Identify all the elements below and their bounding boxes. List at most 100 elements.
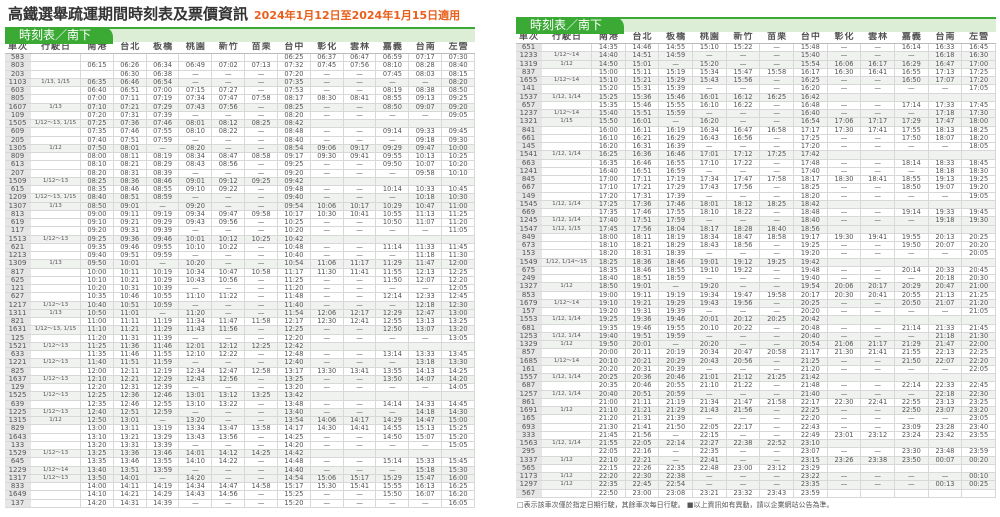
- service-days: [542, 308, 592, 316]
- departure-time: 09:19: [147, 210, 180, 218]
- table-row: 651 14:35 14:46 14:55 15:10 15:22—15:48— —16:1…: [516, 43, 996, 53]
- train-number: 1245: [516, 216, 542, 225]
- departure-time: [962, 374, 996, 382]
- departure-time: 16:34: [693, 126, 727, 134]
- departure-time: [962, 151, 996, 159]
- departure-time: 18:30: [828, 175, 862, 184]
- departure-time: 09:36: [113, 235, 147, 243]
- train-number: 825: [5, 367, 31, 375]
- table-row: 1305 1/12 07:50 08:01—08:20— —08:54 09:06 09:1…: [5, 144, 475, 153]
- departure-time: —: [760, 76, 794, 85]
- departure-time: 08:55: [147, 185, 180, 194]
- departure-time: 08:38: [409, 86, 443, 95]
- table-row: 153 18:20 18:31 18:39— — —19:20— — — —20:05: [516, 249, 996, 259]
- departure-time: —: [760, 183, 794, 192]
- service-days: 1/12～13: [31, 342, 81, 350]
- departure-time: 10:43: [179, 276, 213, 284]
- departure-time: —: [179, 193, 213, 202]
- table-row: 603 06:40 06:51 07:00 07:15 07:27—07:53— —08:1…: [5, 86, 475, 96]
- departure-time: 11:48: [278, 292, 311, 301]
- departure-time: —: [726, 332, 761, 340]
- departure-time: —: [693, 249, 727, 258]
- departure-time: 15:51: [625, 109, 660, 118]
- table-row: 1233 1/12～14 14:40 14:51 14:59— — —15:40— — —16:…: [516, 51, 996, 61]
- departure-time: —: [311, 433, 344, 441]
- departure-time: 21:55: [895, 348, 929, 357]
- departure-time: 12:12: [212, 342, 246, 350]
- departure-time: [928, 151, 963, 159]
- departure-time: 17:13: [929, 68, 963, 76]
- departure-time: 14:17: [343, 416, 377, 425]
- departure-time: 18:31: [626, 249, 660, 258]
- departure-time: —: [693, 142, 727, 151]
- departure-time: —: [760, 357, 794, 365]
- table-row: 681 19:35 19:46 19:55 20:10 20:22—20:48— —21:1…: [516, 324, 996, 333]
- departure-time: 10:00: [442, 144, 475, 152]
- departure-time: 11:18: [409, 251, 443, 260]
- departure-time: —: [409, 111, 443, 119]
- departure-time: —: [344, 433, 377, 441]
- service-days: [542, 489, 592, 497]
- table-row: 803 06:15 06:26 06:34 06:49 07:02 07:13 07:32 07…: [5, 61, 475, 71]
- departure-time: —: [895, 390, 929, 398]
- table-row: 121 10:20 10:31 10:39— — —11:20— — — —12:05: [5, 284, 475, 294]
- departure-time: 21:17: [794, 348, 828, 357]
- departure-time: 22:14: [895, 381, 929, 390]
- departure-time: 15:20: [592, 84, 626, 93]
- departure-time: 20:07: [929, 241, 963, 250]
- departure-time: —: [212, 441, 246, 449]
- departure-time: 13:40: [277, 408, 311, 416]
- departure-time: 14:13: [409, 367, 443, 375]
- departure-time: 20:06: [827, 282, 862, 291]
- departure-time: 08:25: [245, 119, 278, 128]
- table-row: 1329 1/12 19:50 20:01—20:20— —20:54 21:06 21:1…: [516, 340, 996, 350]
- departure-time: 11:00: [81, 317, 114, 326]
- departure-time: 16:17: [861, 60, 895, 68]
- train-number: 803: [5, 61, 31, 70]
- departure-time: 12:48: [278, 350, 311, 359]
- departure-time: —: [146, 202, 180, 210]
- departure-time: —: [311, 251, 344, 260]
- train-number: 203: [5, 70, 31, 78]
- departure-time: 17:12: [726, 150, 761, 159]
- table-row: 829 13:00 13:11 13:19 13:34 13:47 13:58 14:17 14…: [5, 424, 475, 434]
- service-days: [31, 111, 81, 119]
- departure-time: 16:39: [659, 142, 693, 151]
- departure-time: 11:36: [113, 342, 147, 350]
- departure-time: 09:40: [277, 193, 311, 202]
- departure-time: 14:10: [81, 490, 114, 499]
- table-row: 693 21:30 21:41 21:50 22:05 22:17—22:43— —23:0…: [516, 423, 996, 432]
- departure-time: 18:20: [592, 249, 626, 258]
- departure-time: 10:55: [147, 292, 180, 301]
- departure-time: 20:05: [962, 249, 996, 258]
- departure-time: —: [828, 134, 862, 142]
- timetable: 車次 行駛日 南港 台北 板橋 桃園 新竹 苗栗 台中 彰化 雲林 嘉義 台南 左營 583 06:25 06:…: [5, 42, 475, 508]
- departure-time: 19:25: [592, 315, 626, 324]
- departure-time: 09:46: [146, 235, 180, 243]
- departure-time: 15:25: [592, 93, 626, 101]
- departure-time: 15:31: [626, 84, 660, 93]
- table-row: 1563 1/12, 1/14 21:55 22:05 22:14 22:27 22:38 2…: [516, 439, 996, 449]
- departure-time: —: [861, 390, 895, 398]
- departure-time: —: [245, 400, 278, 408]
- departure-time: —: [310, 358, 344, 367]
- departure-time: [962, 316, 996, 324]
- departure-time: [114, 54, 147, 62]
- departure-time: 13:11: [114, 424, 147, 433]
- departure-time: 22:48: [693, 464, 727, 472]
- train-number: 1307: [5, 202, 31, 210]
- departure-time: 15:17: [343, 474, 377, 482]
- departure-time: —: [760, 414, 794, 423]
- departure-time: 17:59: [659, 216, 693, 225]
- departure-time: 08:25: [81, 177, 114, 185]
- departure-time: 14:56: [212, 490, 246, 499]
- departure-time: 20:46: [626, 381, 660, 390]
- departure-time: 12:43: [179, 375, 213, 383]
- departure-time: —: [212, 383, 246, 392]
- departure-time: 16:21: [626, 134, 660, 142]
- departure-time: 07:59: [147, 136, 180, 144]
- departure-time: 12:29: [376, 309, 410, 317]
- departure-time: —: [659, 431, 693, 439]
- departure-time: 07:51: [114, 136, 147, 144]
- departure-time: 20:17: [861, 282, 895, 291]
